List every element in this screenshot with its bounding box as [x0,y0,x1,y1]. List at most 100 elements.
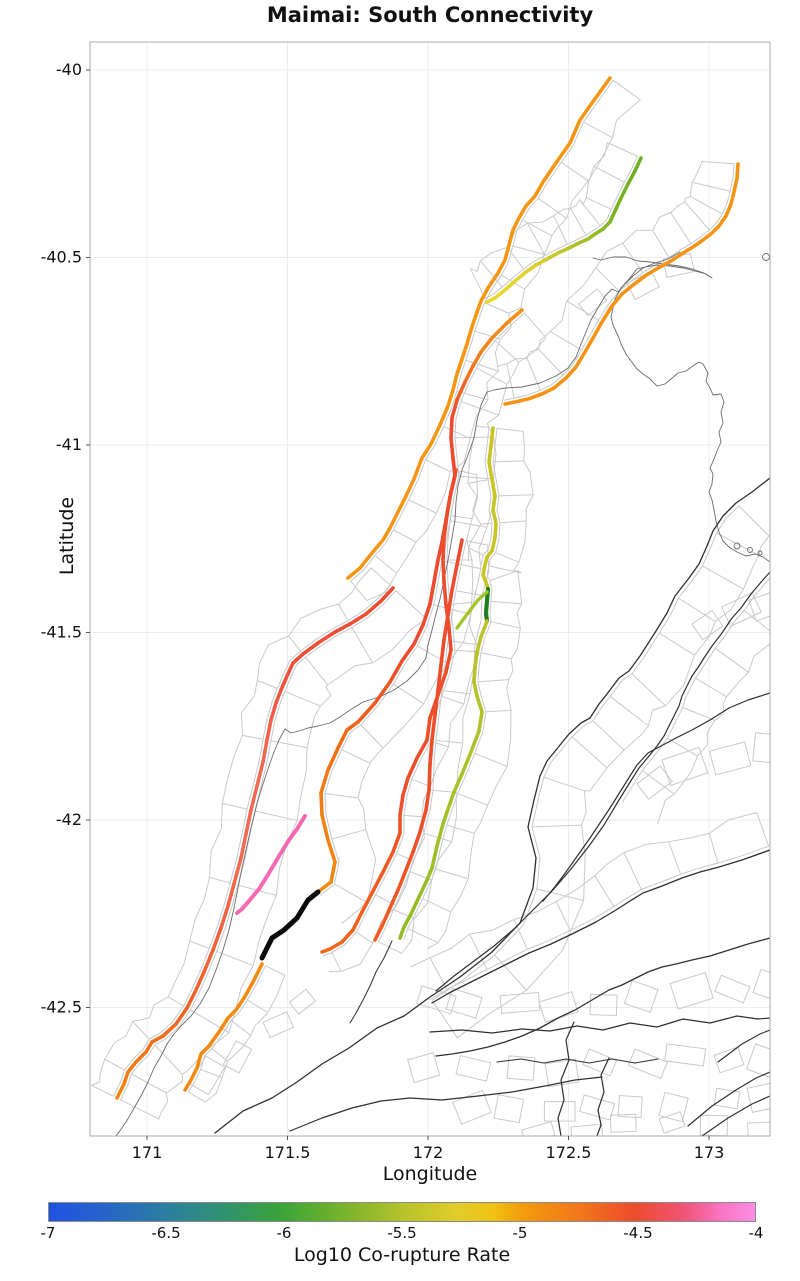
fault-trace-r2 [249,784,259,812]
x-tick-label: 172 [413,1143,444,1162]
fault-trace-r2 [185,988,198,1010]
colorbar-tick-label: -4 [748,1224,764,1242]
other-faults [214,477,770,1136]
fault-trace-t2 [455,380,467,402]
fault-trace-r5 [404,850,415,872]
fault-trace-y1b [409,895,421,916]
fault-trace-y1b [441,810,449,826]
fault-trace-t2 [326,746,340,772]
fault-trace-r2 [134,1050,148,1064]
fault-trace-r2 [333,622,352,634]
path-b6 [496,1058,659,1064]
fault-trace-r4 [360,891,374,914]
fault-trace-t2 [316,880,333,894]
fault-trace-t4 [567,241,581,250]
fault-trace-t4 [513,270,528,283]
path-b1 [214,477,770,1134]
fault-trace-t4 [485,296,497,304]
fault-trace-pink [235,814,307,915]
fault-trace-r2 [274,688,283,705]
fault-trace-t2 [449,416,454,440]
colorbar-tick-label: -4.5 [623,1224,653,1242]
fault-trace-t2 [449,436,455,460]
fault-subsection-network [91,79,770,1136]
fault-trace-r2 [161,1022,178,1038]
fault-trace-r2 [269,701,278,722]
fault-trace-t2 [505,308,524,325]
path-b3 [435,937,770,1057]
fault-trace-t4 [503,279,517,292]
fault-trace-t2 [336,728,349,750]
fault-trace-r5 [450,563,459,592]
fault-trace-t2 [329,860,337,884]
fault-trace-r2 [364,599,383,616]
fault-trace-t2 [412,623,425,646]
fault-trace-y1b [402,912,413,929]
fault-trace-t2 [388,659,404,684]
fault-trace-r5 [442,613,450,642]
fault-trace-t2 [450,398,459,420]
fault-trace-r2b [183,962,264,1092]
fault-trace-r4 [415,738,429,760]
fault-trace-t2 [428,580,436,606]
fault-trace-t4 [524,263,538,274]
colorbar-tick-label: -6 [276,1224,292,1242]
fault-trace-r4 [401,776,410,797]
colorbar-ticks: -7 -6.5 -6 -5.5 -5 -4.5 -4 [41,1224,764,1244]
fault-trace-r2 [279,674,289,692]
fault-trace-r5 [380,906,392,928]
fault-trace-y1b [475,635,483,654]
fault-trace-r2 [261,738,269,764]
fault-trace-y1a [481,426,498,591]
path-coast_west [115,251,681,1136]
fault-trace-y1b [472,680,479,698]
fault-trace-r5 [424,788,431,812]
fault-trace-r5 [455,538,464,567]
fault-trace-r2 [348,612,368,626]
fault-trace-y1b [425,866,434,882]
fault-trace-t2_black [259,889,321,961]
fault-trace-r4 [441,558,446,584]
fault-trace-y1b [430,844,439,870]
path-b8 [289,1076,603,1132]
fault-trace-r2 [255,760,265,788]
fault-trace-t4 [545,251,560,261]
island [733,542,741,550]
fault-trace-r5 [430,713,437,742]
colorbar [48,1202,756,1222]
fault-trace-r2 [379,586,395,603]
fault-trace-y1b [417,878,429,899]
coastline [115,251,770,1136]
fault-trace-y1b [445,790,456,814]
fault-trace-t4 [626,169,637,186]
plot-border [89,41,771,1137]
fault-trace-y1g [483,586,491,624]
fault-trace-t2 [463,364,475,384]
fault-trace-r5 [388,888,400,910]
path-s1 [557,1021,575,1136]
fault-trace-y1b [460,750,473,776]
fault-trace-r2 [244,808,253,836]
path-coast_bay [592,256,770,563]
fault-trace-r2 [174,1006,189,1026]
fault-trace-t2 [471,350,483,368]
fault-trace-r4 [381,850,395,874]
fault-trace-r2 [265,718,273,742]
fault-trace-t2 [490,321,509,340]
axes: 171 171.5 172 172.5 173 -40 -40.5 -41 -41.5 -42 -4… [41,41,771,1162]
fault-trace-branch [455,590,489,630]
fault-trace-r5 [428,738,434,767]
fault-trace-r4 [425,716,432,742]
y-tick-label: -42.5 [41,998,82,1017]
fault-trace-y1b [473,650,479,669]
colorbar-tick-label: -7 [40,1224,56,1242]
fault-trace-r4 [320,947,332,954]
fault-trace-t2 [373,680,392,705]
fault-trace-r4 [328,940,344,951]
fault-trace-t4 [619,182,630,200]
fault-trace-r2 [232,856,243,886]
island [757,550,763,556]
fault-trace-r4 [441,536,446,562]
